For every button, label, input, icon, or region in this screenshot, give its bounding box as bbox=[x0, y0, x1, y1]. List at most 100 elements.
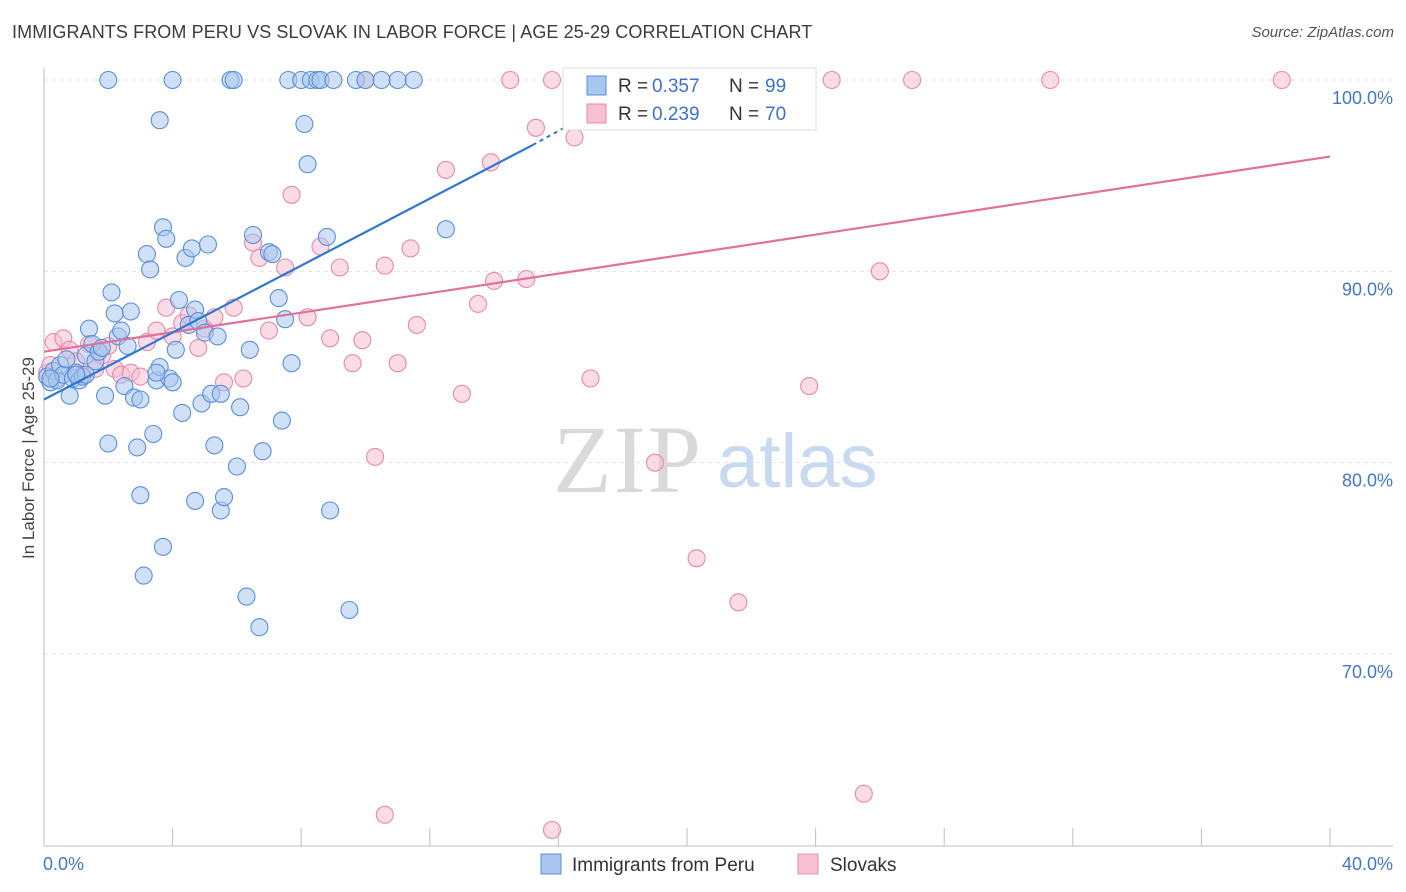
slovak-point bbox=[353, 331, 372, 350]
legend-peru-r-value: 0.357 bbox=[652, 76, 700, 97]
peru-point bbox=[134, 566, 153, 585]
peru-point bbox=[57, 350, 76, 369]
peru-point bbox=[99, 434, 118, 453]
slovak-point bbox=[854, 784, 873, 803]
peru-point bbox=[269, 289, 288, 308]
peru-point bbox=[163, 373, 182, 392]
peru-point bbox=[128, 438, 147, 457]
peru-point bbox=[282, 354, 301, 373]
peru-point bbox=[118, 336, 137, 356]
peru-point bbox=[272, 411, 291, 430]
legend-swatch-slovak bbox=[586, 103, 607, 124]
slovak-point bbox=[581, 369, 600, 388]
y-tick-label: 70.0% bbox=[1342, 662, 1393, 682]
legend-slovak-r-value: 0.239 bbox=[652, 104, 700, 125]
y-tick-label: 80.0% bbox=[1342, 471, 1393, 491]
slovak-point bbox=[401, 239, 420, 258]
peru-point bbox=[112, 321, 131, 340]
trend-layer bbox=[43, 121, 1331, 401]
slovak-point bbox=[131, 367, 150, 386]
peru-point bbox=[324, 70, 343, 90]
slovak-point bbox=[526, 118, 545, 137]
slovak-point bbox=[388, 354, 407, 373]
legend-slovak-n-label: N = bbox=[729, 104, 759, 125]
slovak-point bbox=[436, 160, 455, 179]
legend-slovak-n-value: 70 bbox=[765, 104, 786, 125]
peru-point bbox=[436, 220, 455, 239]
slovak-point bbox=[366, 447, 385, 466]
slovak-point bbox=[822, 70, 841, 90]
slovak-point bbox=[189, 338, 208, 357]
slovak-point bbox=[542, 70, 562, 90]
slovak-point bbox=[485, 271, 504, 290]
peru-point bbox=[153, 537, 173, 556]
legend-peru-r-label: R = bbox=[618, 76, 648, 97]
peru-point bbox=[163, 70, 182, 90]
slovak-point bbox=[565, 128, 584, 147]
peru-point bbox=[137, 245, 156, 264]
slovak-point bbox=[468, 294, 488, 313]
slovak-point bbox=[234, 369, 253, 388]
y-axis-label: In Labor Force | Age 25-29 bbox=[19, 357, 38, 559]
y-tick-label: 100.0% bbox=[1332, 88, 1393, 108]
peru-point bbox=[240, 340, 259, 359]
peru-point bbox=[237, 587, 256, 606]
watermark: ZIP atlas bbox=[553, 406, 878, 513]
peru-point bbox=[317, 227, 336, 246]
peru-point bbox=[169, 290, 189, 310]
slovak-point bbox=[687, 549, 706, 568]
peru-point bbox=[131, 390, 150, 409]
peru-point bbox=[295, 114, 314, 134]
peru-point bbox=[99, 70, 118, 90]
peru-point bbox=[340, 600, 359, 620]
chart-title: IMMIGRANTS FROM PERU VS SLOVAK IN LABOR … bbox=[12, 22, 813, 42]
peru-point bbox=[208, 327, 227, 346]
peru-point bbox=[227, 457, 246, 476]
slovak-point bbox=[259, 321, 279, 340]
source-credit: Source: ZipAtlas.com bbox=[1251, 24, 1394, 41]
grid-layer bbox=[44, 79, 1393, 655]
y-tick-label: 90.0% bbox=[1342, 279, 1393, 299]
points-layer bbox=[38, 70, 1291, 840]
peru-point bbox=[147, 363, 166, 382]
x-tick-label-min: 0.0% bbox=[43, 854, 84, 874]
peru-point bbox=[141, 260, 160, 279]
peru-point bbox=[231, 398, 250, 417]
peru-point bbox=[214, 488, 234, 507]
peru-point bbox=[321, 501, 340, 520]
peru-point bbox=[131, 486, 150, 505]
peru-point bbox=[372, 70, 391, 90]
peru-point bbox=[298, 155, 317, 174]
bottom-legend-swatch-slovak bbox=[797, 853, 819, 875]
peru-point bbox=[263, 245, 282, 264]
peru-point bbox=[79, 319, 99, 338]
peru-point bbox=[96, 386, 115, 405]
peru-point bbox=[243, 225, 263, 245]
x-tick-label-max: 40.0% bbox=[1342, 854, 1393, 874]
bottom-legend-swatch-peru bbox=[540, 853, 562, 875]
peru-point bbox=[250, 618, 269, 637]
peru-point bbox=[388, 70, 407, 90]
peru-point bbox=[211, 384, 230, 403]
peru-point bbox=[205, 436, 224, 455]
watermark-atlas: atlas bbox=[717, 419, 878, 504]
peru-point bbox=[182, 239, 201, 258]
peru-point bbox=[102, 283, 121, 302]
bottom-legend-slovak: Slovaks bbox=[830, 855, 897, 876]
bottom-legend-peru: Immigrants from Peru bbox=[572, 855, 755, 876]
slovak-point bbox=[481, 153, 500, 172]
legend-swatch-peru bbox=[586, 75, 607, 96]
peru-point bbox=[144, 424, 163, 444]
peru-point bbox=[166, 340, 185, 359]
slovak-point bbox=[282, 185, 301, 204]
slovak-point bbox=[870, 262, 889, 281]
slovak-point bbox=[645, 453, 664, 472]
slovak-point bbox=[330, 258, 349, 277]
axis-layer bbox=[43, 68, 1393, 847]
y-tick-labels: 100.0% 90.0% 80.0% 70.0% bbox=[1332, 88, 1393, 682]
peru-point bbox=[150, 111, 169, 130]
peru-point bbox=[253, 442, 272, 461]
legend-peru-n-label: N = bbox=[729, 76, 759, 97]
slovak-point bbox=[452, 384, 471, 403]
